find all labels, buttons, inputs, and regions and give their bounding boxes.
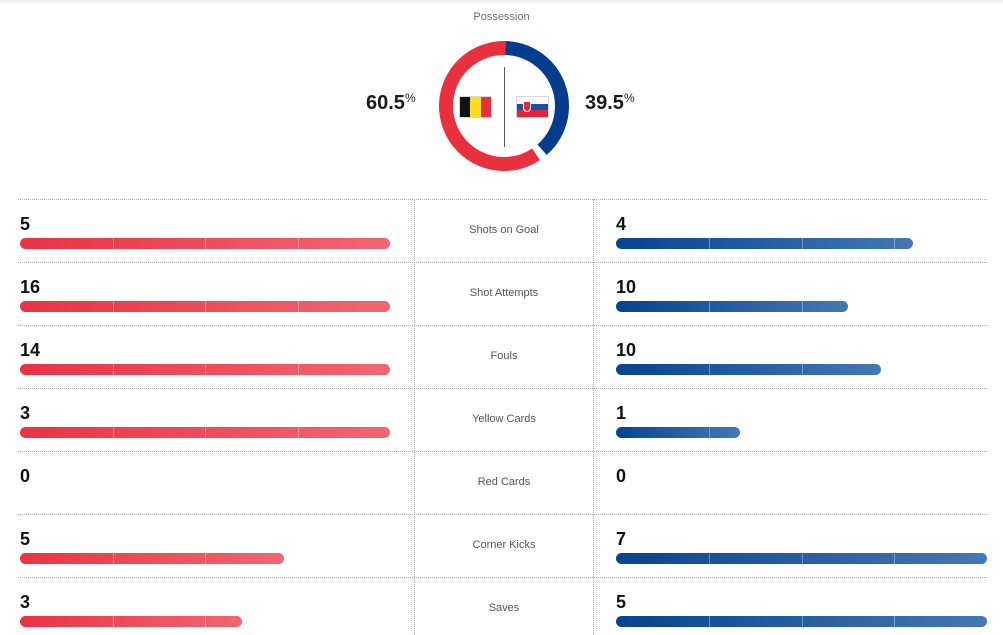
- away-stat-bar: [616, 427, 740, 438]
- bar-tick: [113, 238, 114, 249]
- bar-tick: [894, 553, 895, 564]
- stat-label: Fouls: [490, 350, 518, 362]
- home-stat-value: 3: [20, 592, 31, 612]
- away-stat-value: 10: [616, 277, 637, 297]
- bar-tick: [709, 616, 710, 627]
- bar-tick: [802, 616, 803, 627]
- bar-tick: [205, 301, 206, 312]
- bar-tick: [709, 301, 710, 312]
- stat-label: Red Cards: [477, 476, 531, 488]
- bar-tick: [802, 238, 803, 249]
- away-stat-value: 7: [616, 529, 627, 549]
- bar-tick: [298, 301, 299, 312]
- stat-label: Corner Kicks: [472, 539, 536, 551]
- bar-tick: [894, 238, 895, 249]
- bar-tick: [298, 238, 299, 249]
- away-possession-value: 39.5%: [585, 91, 635, 115]
- bar-tick: [205, 364, 206, 375]
- away-stat-value: 10: [616, 340, 637, 360]
- column-divider-right: [593, 199, 594, 635]
- away-stat-value: 4: [616, 214, 627, 234]
- bar-tick: [113, 301, 114, 312]
- away-stat-bar: [616, 364, 881, 375]
- bar-tick: [113, 553, 114, 564]
- stat-row: 0 Red Cards 0: [18, 451, 987, 514]
- stat-label: Yellow Cards: [472, 413, 536, 425]
- away-stat-value: 1: [616, 403, 627, 423]
- bar-tick: [709, 553, 710, 564]
- percent-sign: %: [623, 91, 635, 105]
- away-possession-number: 39.5: [585, 92, 624, 114]
- home-stat-bar: [20, 553, 284, 564]
- home-stat-value: 14: [20, 340, 41, 360]
- percent-sign: %: [404, 91, 416, 105]
- bar-tick: [802, 553, 803, 564]
- slovakia-flag-icon: [516, 96, 549, 118]
- bar-tick: [205, 427, 206, 438]
- home-stat-bar: [20, 427, 390, 438]
- bar-tick: [802, 301, 803, 312]
- match-stats-table: 5 Shots on Goal 4 16 Shot Attempts 10 14 Fouls 1…: [18, 199, 987, 635]
- column-divider-left: [414, 199, 415, 635]
- away-stat-bar: [616, 238, 913, 249]
- bar-tick: [113, 364, 114, 375]
- stat-row: 3 Saves 5: [18, 577, 987, 635]
- away-stat-value: 0: [616, 466, 627, 486]
- stat-label: Saves: [488, 602, 520, 614]
- bar-tick: [709, 238, 710, 249]
- home-possession-number: 60.5: [366, 92, 405, 114]
- bar-tick: [113, 427, 114, 438]
- possession-center-divider: [504, 67, 505, 147]
- possession-donut-chart: [439, 40, 569, 171]
- bar-tick: [113, 616, 114, 627]
- stat-row: 5 Shots on Goal 4: [18, 199, 987, 262]
- belgium-flag-icon: [459, 96, 492, 118]
- bar-tick: [298, 364, 299, 375]
- home-stat-value: 5: [20, 529, 31, 549]
- stat-label: Shot Attempts: [469, 287, 539, 299]
- home-stat-bar: [20, 238, 390, 249]
- home-stat-value: 16: [20, 277, 41, 297]
- bar-tick: [205, 553, 206, 564]
- bar-tick: [298, 427, 299, 438]
- stat-row: 3 Yellow Cards 1: [18, 388, 987, 451]
- stat-label: Shots on Goal: [469, 224, 539, 236]
- bar-tick: [709, 364, 710, 375]
- possession-title: Possession: [473, 11, 530, 23]
- stat-row: 14 Fouls 10: [18, 325, 987, 388]
- home-possession-arc: [439, 40, 569, 171]
- bar-tick: [802, 364, 803, 375]
- stat-row: 16 Shot Attempts 10: [18, 262, 987, 325]
- slovakia-coat-of-arms: [523, 101, 531, 112]
- away-stat-bar: [616, 301, 848, 312]
- bar-tick: [205, 238, 206, 249]
- bar-tick: [894, 616, 895, 627]
- top-shadow: [0, 0, 1003, 4]
- bar-tick: [205, 616, 206, 627]
- home-possession-value: 60.5%: [366, 91, 416, 115]
- away-stat-value: 5: [616, 592, 627, 612]
- home-stat-bar: [20, 301, 390, 312]
- home-stat-value: 0: [20, 466, 31, 486]
- home-stat-value: 5: [20, 214, 31, 234]
- home-stat-bar: [20, 616, 242, 627]
- away-stat-bar: [616, 616, 987, 627]
- home-stat-bar: [20, 364, 390, 375]
- stat-row: 5 Corner Kicks 7: [18, 514, 987, 577]
- bar-tick: [709, 427, 710, 438]
- away-stat-bar: [616, 553, 987, 564]
- home-stat-value: 3: [20, 403, 31, 423]
